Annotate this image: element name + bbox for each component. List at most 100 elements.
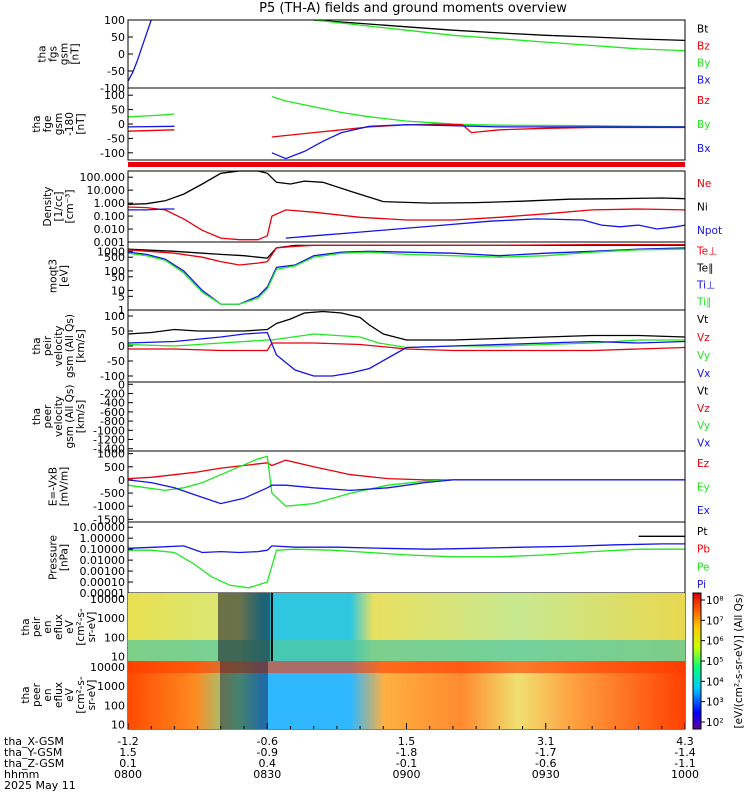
ytick-label-fgs-3: -50	[107, 65, 125, 78]
series-temp-1	[127, 243, 685, 266]
series-fge-1	[127, 123, 685, 138]
ylabel-vel_peer-4: [km/s]	[75, 400, 87, 434]
xrow-label-0: tha_X-GSM	[4, 735, 64, 748]
xrow-value-3-4: 1000	[671, 768, 699, 781]
ylabel-vel_peir-4: [km/s]	[75, 329, 87, 363]
ytick-label-fge-3: -50	[107, 132, 125, 145]
xrow-value-3-1: 0830	[253, 768, 281, 781]
ylabel-vel_peir-2: velocity	[53, 325, 65, 366]
xrow-value-3-0: 0800	[114, 768, 142, 781]
ytick-label-efield-2: 0	[118, 474, 125, 487]
ylabel-spec_peer-3: eflux	[53, 682, 65, 708]
ylabel-spec_peer-0: tha	[20, 686, 32, 703]
ylabel-fge-0: tha	[31, 115, 43, 132]
ytick-label-spec_peer-0: 10000	[90, 661, 125, 674]
series-fge-0	[127, 95, 686, 128]
ylabel-temp-0: moqt3	[48, 259, 60, 293]
panel-frame-density	[127, 170, 686, 243]
ytick-label-vel_peir-2: 0	[118, 340, 125, 353]
ytick-label-fgs-4: -100	[100, 82, 125, 95]
colorbar-tick-label-3: 10⁵	[706, 656, 724, 668]
ytick-label-density-2: 1.000	[94, 197, 126, 210]
ytick-label-temp-2: 100	[104, 265, 125, 278]
xrow-label-3: hhmm	[4, 768, 39, 781]
panel-vel_peir: 100 50 0 -50 -100 tha peir velocity gsm (All Qs)…	[31, 309, 710, 383]
ylabel-spec_peir-0: tha	[20, 618, 32, 635]
ytick-label-vel_peer-7: -1400	[93, 443, 125, 456]
series-efield-2	[127, 479, 685, 505]
panel-frame-vel_peir	[127, 309, 686, 383]
xrow-value-0-4: 4.3	[676, 735, 694, 748]
ytick-label-vel_peir-3: -50	[107, 355, 125, 368]
ytick-label-pressure-6: 0.00001	[80, 587, 126, 600]
panel-frame-efield	[127, 450, 686, 523]
legend-temp-2: Ti⊥	[696, 280, 715, 292]
ytick-label-vel_peer-6: -1200	[93, 434, 125, 447]
x-axis: tha_X-GSM -1.2 -0.6 1.5 3.1 4.3 tha_Y-GSM 1.5 -0…	[4, 723, 699, 792]
legend-vel_peer-0: Vt	[697, 386, 708, 398]
ylabel-vel_peir-1: peir	[42, 335, 54, 356]
ytick-label-fgs-1: 50	[111, 31, 125, 44]
ylabel-spec_peer-5: [cm²-s-	[75, 676, 87, 714]
series-fgs-1	[313, 19, 686, 52]
xrow-value-0-1: -0.6	[257, 735, 278, 748]
figure-title: P5 (TH-A) fields and ground moments over…	[259, 1, 567, 16]
legend-fgs-2: By	[697, 58, 710, 70]
ylabel-fge-3: -180	[64, 112, 76, 136]
xrow-value-1-3: -1.7	[535, 746, 556, 759]
series-efield-0	[127, 459, 685, 481]
ylabel-spec_peer-2: en	[42, 688, 54, 701]
ytick-label-temp-1: 500	[104, 251, 125, 264]
series-pressure-2	[128, 548, 685, 589]
ylabel-fgs-1: fgs	[48, 46, 60, 62]
legend-density-2: Npot	[697, 225, 722, 237]
xrow-value-2-4: -1.1	[674, 757, 695, 770]
series-vel_peir-0	[127, 310, 686, 341]
series-temp-2	[127, 247, 686, 305]
ytick-label-pressure-3: 0.01000	[80, 554, 126, 567]
ylabel-spec_peir-6: sr-eV]	[86, 612, 98, 643]
ytick-label-fge-4: -100	[100, 147, 125, 160]
colorbar-ticks: 10⁸ 10⁷ 10⁶ 10⁵ 10⁴ 10³ 10²	[701, 595, 724, 729]
colorbar-tick-label-1: 10⁷	[706, 615, 724, 627]
ytick-label-efield-5: -1500	[93, 513, 125, 526]
xrow-value-1-0: 1.5	[119, 746, 137, 759]
panel-frame-vel_peer	[127, 381, 686, 452]
ytick-label-temp-3: 50	[111, 271, 125, 284]
panel-pressure: 10.000001.000000.100000.010000.001000.00…	[48, 521, 711, 600]
legend-vel_peir-2: Vy	[697, 350, 710, 362]
xrow-value-2-1: 0.4	[259, 757, 277, 770]
ytick-label-spec_peir-2: 100	[104, 631, 125, 644]
spectrogram-peer-noise	[220, 661, 268, 729]
ytick-label-vel_peer-4: -800	[100, 415, 125, 428]
colorbar	[693, 593, 701, 729]
legend-vel_peer-1: Vz	[697, 403, 710, 415]
legend-density-0: Ne	[697, 178, 711, 190]
ylabel-vel_peer-0: tha	[31, 408, 43, 425]
ytick-label-temp-6: 1	[118, 304, 125, 317]
series-density-0	[127, 170, 686, 206]
ytick-label-density-5: 0.001	[94, 236, 126, 249]
legend-vel_peir-1: Vz	[697, 332, 710, 344]
ylabel-vel_peer-3: gsm (All Qs)	[64, 385, 76, 449]
ytick-label-vel_peer-1: -200	[100, 388, 125, 401]
spectrogram-peer-high-band	[128, 661, 685, 673]
series-fgs-0	[313, 19, 686, 42]
ytick-label-pressure-2: 0.10000	[80, 543, 126, 556]
colorbar-tick-label-6: 10²	[706, 717, 724, 729]
ylabel-spec_peir-3: eflux	[53, 614, 65, 640]
ytick-label-fgs-2: 0	[118, 48, 125, 61]
ylabel-pressure-1: [nPa]	[59, 544, 71, 571]
legend-fgs-0: Bt	[697, 24, 708, 36]
ytick-label-pressure-5: 0.00010	[80, 576, 126, 589]
xrow-value-3-2: 0900	[393, 768, 421, 781]
ylabel-fge-2: gsm	[53, 113, 65, 135]
ylabel-fgs-2: gsm	[59, 43, 71, 65]
series-fgs-2	[128, 20, 263, 81]
ytick-label-density-3: 0.100	[94, 210, 126, 223]
date-label: 2025 May 11	[4, 779, 76, 792]
legend-temp-3: Ti∥	[696, 297, 711, 309]
legend-vel_peir-3: Vx	[697, 368, 710, 380]
series-vel_peir-2	[127, 333, 685, 349]
